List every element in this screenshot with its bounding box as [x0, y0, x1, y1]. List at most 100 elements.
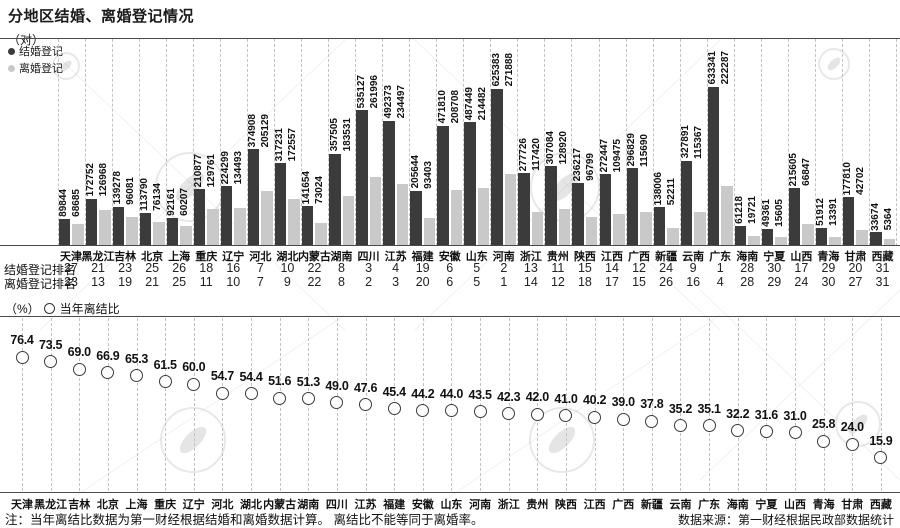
divorce-rank-value: 11	[199, 275, 213, 289]
province-axis-label: 江苏	[354, 499, 377, 511]
divorce-bar	[640, 212, 652, 246]
divorce-rank-value: 12	[550, 275, 565, 289]
marriage-rank-value: 1	[716, 261, 724, 275]
divorce-rank-value: 16	[686, 275, 701, 289]
province-label: 天津	[60, 251, 82, 263]
divorce-rank-value: 29	[767, 275, 782, 289]
divorce-rank-value: 18	[577, 275, 592, 289]
marriage-rank-value: 9	[689, 261, 697, 275]
grid-line	[594, 318, 596, 491]
divorce-bar	[613, 213, 625, 246]
bar-baseline-axis	[0, 245, 900, 246]
province-label: 广东	[709, 251, 732, 263]
grid-line	[841, 39, 843, 246]
marriage-rank-value: 18	[199, 261, 214, 275]
marriage-bar	[410, 190, 422, 246]
province-axis-label: 陕西	[554, 499, 577, 511]
ratio-value-label: 44.2	[411, 386, 435, 401]
province-label: 青海	[817, 251, 840, 263]
grid-line	[251, 318, 253, 491]
ratio-value-label: 31.6	[754, 407, 778, 422]
province-axis-label: 黑龙江	[34, 499, 68, 511]
grid-line	[193, 318, 195, 491]
province-label: 黑龙江	[81, 251, 115, 263]
divorce-rank-value: 7	[256, 275, 264, 289]
divorce-bar	[234, 207, 246, 246]
grid-line	[737, 318, 739, 491]
province-axis-label: 天津	[11, 499, 33, 511]
province-label: 西藏	[871, 251, 894, 263]
marriage-rank-value: 7	[256, 261, 264, 275]
grid-line	[680, 318, 682, 491]
marriage-bar	[274, 163, 287, 246]
divorce-bar	[126, 217, 138, 246]
marriage-bar	[788, 188, 801, 246]
ratio-point	[72, 362, 86, 376]
province-axis-label: 北京	[96, 499, 119, 511]
grid-line	[852, 318, 854, 491]
province-axis-label: 湖北	[240, 499, 263, 511]
ratio-point	[101, 366, 115, 380]
marriage-rank-value: 29	[821, 261, 836, 275]
marriage-rank-value: 22	[307, 261, 322, 275]
province-axis-label: 河南	[469, 499, 492, 511]
divorce-rank-value: 2	[365, 275, 373, 289]
ratio-value-label: 42.3	[497, 389, 521, 404]
grid-line	[598, 39, 600, 246]
divorce-bar	[775, 236, 787, 246]
ratio-value-label: 39.0	[611, 395, 635, 410]
marriage-rank-value: 25	[145, 261, 160, 275]
marriage-rank-value: 12	[632, 261, 646, 275]
grid-line	[709, 318, 711, 491]
divorce-bar	[180, 225, 192, 246]
divorce-bar	[315, 222, 327, 246]
ratio-point	[130, 369, 144, 383]
marriage-rank-value: 31	[875, 261, 890, 275]
grid-line	[165, 318, 167, 491]
grid-line	[246, 39, 248, 246]
province-label: 宁夏	[763, 251, 786, 263]
marriage-bar	[383, 120, 395, 246]
province-label: 湖北	[276, 251, 299, 263]
ratio-point	[215, 386, 229, 400]
divorce-rank-value: 21	[145, 275, 160, 289]
divorce-bar	[153, 221, 165, 246]
province-axis-label: 辽宁	[182, 499, 205, 511]
province-axis-label: 内蒙古	[263, 499, 297, 511]
divorce-rank-value: 25	[172, 275, 187, 289]
province-label: 吉林	[114, 251, 137, 263]
province-label: 山西	[790, 251, 813, 263]
marriage-bar	[599, 174, 611, 246]
marriage-rank-value: 5	[473, 261, 481, 275]
ratio-value-label: 54.4	[239, 369, 263, 384]
marriage-bar	[464, 122, 476, 246]
province-label: 重庆	[195, 251, 218, 263]
marriage-bar	[545, 165, 557, 246]
marriage-bar	[680, 160, 693, 246]
divorce-bar	[477, 188, 490, 246]
marriage-bar	[761, 228, 774, 246]
marriage-rank-value: 13	[523, 261, 538, 275]
marriage-bar	[301, 206, 314, 246]
province-label: 安徽	[438, 251, 461, 263]
divorce-bar	[856, 230, 868, 246]
ratio-value-label: 51.3	[296, 374, 320, 389]
grid-line	[880, 318, 882, 491]
ratio-point	[588, 410, 602, 424]
marriage-rank-value: 6	[446, 261, 454, 275]
divorce-bar	[342, 195, 354, 246]
header-rule	[0, 38, 900, 39]
divorce-bar	[504, 174, 517, 246]
ratio-legend-label: 当年离结比	[59, 302, 120, 316]
ratio-point	[673, 419, 687, 433]
divorce-bar	[261, 190, 273, 246]
province-label: 内蒙古	[297, 251, 331, 263]
province-label: 新疆	[655, 251, 678, 263]
province-axis-label: 福建	[383, 499, 406, 511]
ratio-value-label: 60.0	[182, 360, 206, 375]
marriage-rank-value: 3	[365, 261, 373, 275]
marriage-rank-value: 19	[415, 261, 430, 275]
ratio-value-label: 45.4	[382, 384, 406, 399]
grid-line	[111, 39, 113, 246]
